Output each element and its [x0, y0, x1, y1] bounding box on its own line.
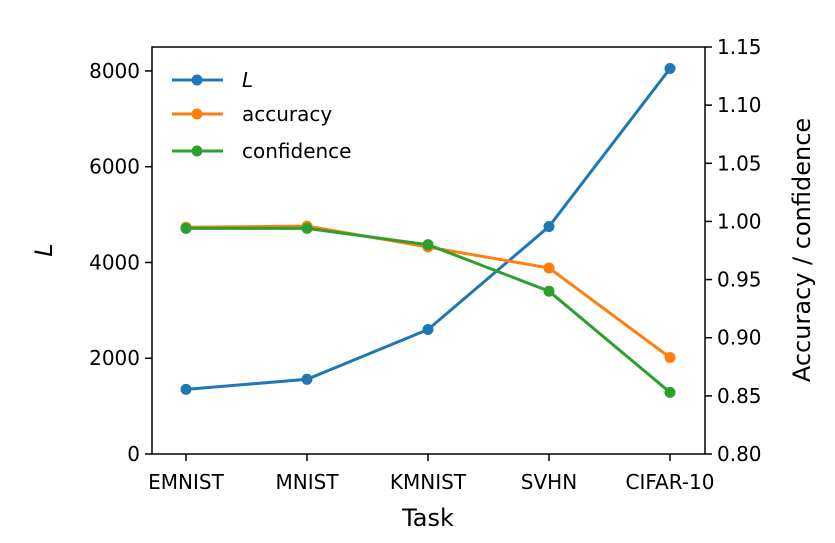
legend-marker-l: [191, 74, 203, 86]
right-y-tick-label: 0.85: [717, 384, 762, 408]
left-y-tick-label: 8000: [89, 59, 140, 83]
x-tick-label: EMNIST: [148, 470, 224, 494]
data-point-l: [180, 383, 192, 395]
right-y-tick-label: 0.95: [717, 268, 762, 292]
left-y-tick-label: 4000: [89, 250, 140, 274]
data-point-l: [543, 221, 555, 233]
right-y-axis-title: Accuracy / confidence: [788, 118, 816, 382]
data-point-confidence: [664, 386, 676, 398]
data-point-l: [664, 63, 676, 75]
legend-label-confidence: confidence: [242, 139, 351, 163]
series-line-confidence: [186, 226, 671, 394]
right-y-tick-label: 1.15: [717, 35, 762, 59]
x-axis-title: Task: [401, 504, 454, 532]
right-y-tick-label: 0.90: [717, 326, 762, 350]
data-point-confidence: [543, 285, 555, 297]
data-point-confidence: [422, 239, 434, 251]
series-layer: [180, 63, 676, 398]
x-tick-label: KMNIST: [390, 470, 467, 494]
legend: L accuracy confidence: [172, 68, 351, 163]
right-y-tick-label: 1.05: [717, 151, 762, 175]
right-y-tick-label: 0.80: [717, 442, 762, 466]
legend-marker-accuracy: [191, 108, 203, 120]
data-point-l: [422, 324, 434, 336]
x-tick-label: MNIST: [275, 470, 339, 494]
legend-marker-confidence: [191, 145, 203, 157]
left-y-tick-label: 0: [127, 442, 140, 466]
data-point-confidence: [180, 222, 192, 234]
left-y-tick-label: 2000: [89, 346, 140, 370]
x-tick-label: CIFAR-10: [626, 470, 715, 494]
x-tick-label: SVHN: [521, 470, 577, 494]
left-y-axis-title: L: [30, 243, 58, 256]
left-y-tick-label: 6000: [89, 155, 140, 179]
data-point-confidence: [301, 222, 313, 234]
right-y-tick-label: 1.00: [717, 209, 762, 233]
legend-label-accuracy: accuracy: [242, 102, 332, 126]
data-point-l: [301, 373, 313, 385]
left-y-axis: 0 2000 4000 6000 8000: [89, 59, 152, 466]
legend-label-l: L: [242, 68, 253, 92]
x-axis: EMNIST MNIST KMNIST SVHN CIFAR-10: [148, 454, 714, 494]
right-y-tick-label: 1.10: [717, 93, 762, 117]
right-y-axis: 0.80 0.85 0.90 0.95 1.00 1.05 1.10 1.15: [705, 35, 762, 466]
data-point-accuracy: [664, 351, 676, 363]
data-point-accuracy: [543, 262, 555, 274]
